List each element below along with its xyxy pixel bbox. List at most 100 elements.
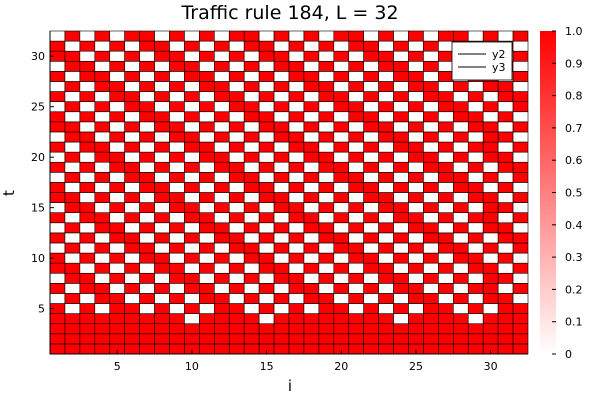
heatmap-cell bbox=[303, 303, 320, 314]
heatmap-cell bbox=[393, 252, 409, 264]
heatmap-cell bbox=[199, 192, 215, 203]
heatmap-cell bbox=[512, 81, 529, 92]
heatmap-cell bbox=[497, 151, 514, 163]
heatmap-cell bbox=[363, 293, 379, 304]
x-tick-label: 10 bbox=[185, 360, 199, 373]
heatmap-cell bbox=[318, 71, 335, 82]
heatmap-cell bbox=[408, 151, 424, 163]
heatmap-cell bbox=[124, 242, 140, 254]
heatmap-cell bbox=[288, 232, 305, 244]
heatmap-cell bbox=[482, 121, 499, 133]
heatmap-cell bbox=[184, 303, 200, 314]
heatmap-cell bbox=[124, 232, 140, 244]
heatmap-cell bbox=[512, 40, 529, 52]
heatmap-cell bbox=[94, 252, 111, 264]
heatmap-cell bbox=[378, 131, 394, 143]
heatmap-cell bbox=[64, 172, 81, 183]
heatmap-cell bbox=[497, 91, 514, 102]
heatmap-cell bbox=[154, 303, 170, 314]
heatmap-cell bbox=[169, 313, 185, 325]
heatmap-cell bbox=[124, 343, 140, 355]
heatmap-cell bbox=[288, 30, 305, 42]
heatmap-cell bbox=[288, 141, 305, 153]
heatmap-cell bbox=[423, 91, 439, 102]
heatmap-cell bbox=[482, 161, 499, 173]
heatmap-cell bbox=[273, 81, 290, 92]
heatmap-cell bbox=[497, 131, 514, 143]
heatmap-cell bbox=[378, 50, 394, 62]
heatmap-cell bbox=[273, 91, 290, 102]
heatmap-cell bbox=[393, 192, 409, 203]
heatmap-cell bbox=[467, 252, 484, 264]
heatmap-cell bbox=[214, 232, 230, 244]
heatmap-cell bbox=[49, 131, 66, 143]
heatmap-cell bbox=[408, 50, 424, 62]
heatmap-cell bbox=[288, 101, 305, 113]
heatmap-cell bbox=[393, 343, 409, 355]
heatmap-cell bbox=[214, 40, 230, 52]
heatmap-cell bbox=[393, 131, 409, 143]
heatmap-cell bbox=[393, 161, 409, 173]
heatmap-cell bbox=[273, 232, 290, 244]
heatmap-cell bbox=[393, 91, 409, 102]
heatmap-cell bbox=[94, 50, 111, 62]
heatmap-cell bbox=[348, 161, 364, 173]
heatmap-cell bbox=[378, 323, 394, 335]
heatmap-cell bbox=[109, 252, 125, 264]
heatmap-cell bbox=[497, 121, 514, 133]
heatmap-cell bbox=[184, 272, 200, 284]
heatmap-cell bbox=[467, 313, 484, 325]
heatmap-cell bbox=[243, 343, 260, 355]
heatmap-cell bbox=[79, 182, 96, 193]
heatmap-cell bbox=[482, 151, 499, 163]
heatmap-cell bbox=[64, 333, 81, 345]
heatmap-cell bbox=[482, 101, 499, 113]
heatmap-cell bbox=[288, 60, 305, 72]
heatmap-cell bbox=[453, 293, 469, 304]
heatmap-cell bbox=[169, 222, 185, 234]
heatmap-cell bbox=[288, 172, 305, 183]
heatmap-cell bbox=[318, 343, 335, 355]
heatmap-cell bbox=[214, 71, 230, 82]
heatmap-cell bbox=[363, 151, 379, 163]
heatmap-cell bbox=[94, 141, 111, 153]
heatmap-cell bbox=[243, 40, 260, 52]
heatmap-cell bbox=[497, 30, 514, 42]
heatmap-cell bbox=[482, 131, 499, 143]
heatmap-cell bbox=[318, 272, 335, 284]
heatmap-cell bbox=[199, 40, 215, 52]
heatmap-cell bbox=[378, 30, 394, 42]
heatmap-cell bbox=[258, 101, 275, 113]
heatmap-cell bbox=[258, 172, 275, 183]
heatmap-cell bbox=[109, 172, 125, 183]
heatmap-cell bbox=[109, 333, 125, 345]
heatmap-cell bbox=[393, 172, 409, 183]
heatmap-cell bbox=[124, 212, 140, 224]
heatmap-cell bbox=[348, 182, 364, 193]
heatmap-cell bbox=[303, 111, 320, 123]
heatmap-cell bbox=[64, 60, 81, 72]
heatmap-cell bbox=[273, 333, 290, 345]
heatmap-cell bbox=[109, 242, 125, 254]
heatmap-cell bbox=[49, 343, 66, 355]
heatmap-cell bbox=[109, 81, 125, 92]
heatmap-cell bbox=[214, 293, 230, 304]
heatmap-cell bbox=[214, 313, 230, 325]
heatmap-cell bbox=[109, 262, 125, 274]
heatmap-cell bbox=[288, 272, 305, 284]
heatmap-cell bbox=[423, 111, 439, 123]
heatmap-cell bbox=[94, 161, 111, 173]
legend-label: y3 bbox=[492, 61, 506, 74]
heatmap-cell bbox=[288, 333, 305, 345]
heatmap-cell bbox=[273, 161, 290, 173]
colorbar-tick-label: 0.4 bbox=[565, 219, 583, 232]
heatmap-cell bbox=[423, 232, 439, 244]
heatmap-cell bbox=[273, 121, 290, 133]
heatmap-cell bbox=[243, 182, 260, 193]
heatmap-cell bbox=[482, 172, 499, 183]
heatmap-cell bbox=[333, 151, 350, 163]
heatmap-cell bbox=[453, 30, 469, 42]
colorbar-tick-label: 0.8 bbox=[565, 90, 583, 103]
heatmap-cell bbox=[199, 111, 215, 123]
heatmap-cell bbox=[303, 182, 320, 193]
